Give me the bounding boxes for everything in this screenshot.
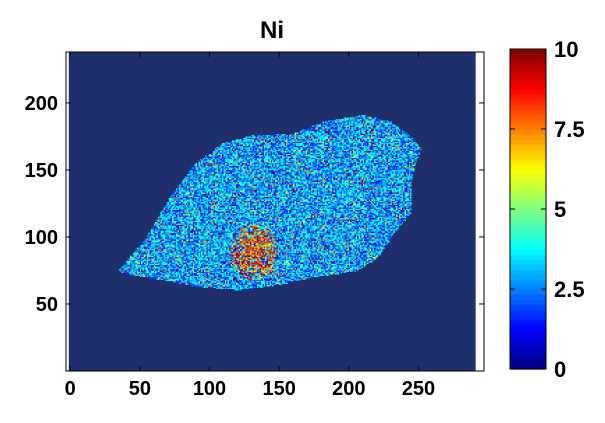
colorbar-band: [510, 364, 546, 370]
colorbar-band: [510, 139, 546, 145]
x-tick-label: 0: [65, 378, 76, 400]
colorbar-tick-label: 2.5: [554, 277, 585, 302]
colorbar-band: [510, 269, 546, 275]
chart-title: Ni: [260, 17, 284, 44]
colorbar-band: [510, 164, 546, 170]
y-tick-label: 50: [36, 294, 58, 316]
y-tick-label: 150: [25, 160, 58, 182]
colorbar-band: [510, 129, 546, 135]
colorbar-band: [510, 344, 546, 350]
colorbar-band: [510, 334, 546, 340]
colorbar-band: [510, 214, 546, 220]
colorbar-band: [510, 264, 546, 270]
map-axes: 0 50 100 150 200 250 50 100 150 200: [25, 51, 485, 400]
colorbar-band: [510, 259, 546, 265]
y-tick-label: 100: [25, 227, 58, 249]
colorbar-tick-label: 10: [554, 37, 578, 62]
colorbar-band: [510, 159, 546, 165]
colorbar-band: [510, 179, 546, 185]
colorbar-band: [510, 274, 546, 280]
colorbar-band: [510, 94, 546, 100]
colorbar-band: [510, 69, 546, 75]
x-tick-label: 150: [262, 378, 295, 400]
colorbar-band: [510, 124, 546, 130]
colorbar-band: [510, 234, 546, 240]
x-tick-label: 200: [332, 378, 365, 400]
colorbar-band: [510, 114, 546, 120]
x-tick-label: 50: [129, 378, 151, 400]
colorbar-band: [510, 339, 546, 345]
colorbar-band: [510, 184, 546, 190]
colorbar-band: [510, 239, 546, 245]
colorbar: 0 2.5 5 7.5 10: [509, 37, 585, 382]
x-tick-label: 100: [193, 378, 226, 400]
colorbar-band: [510, 354, 546, 360]
colorbar-band: [510, 144, 546, 150]
colorbar-band: [510, 119, 546, 125]
colorbar-band: [510, 359, 546, 365]
colorbar-tick-label: 5: [554, 197, 566, 222]
colorbar-band: [510, 309, 546, 315]
colorbar-band: [510, 54, 546, 60]
colorbar-band: [510, 189, 546, 195]
colorbar-band: [510, 79, 546, 85]
colorbar-band: [510, 194, 546, 200]
colorbar-band: [510, 349, 546, 355]
colorbar-band: [510, 279, 546, 285]
plot-frame: [65, 51, 485, 372]
colorbar-band: [510, 324, 546, 330]
colorbar-band: [510, 244, 546, 250]
colorbar-band: [510, 169, 546, 175]
colorbar-band: [510, 99, 546, 105]
y-tick-label: 200: [25, 93, 58, 115]
colorbar-band: [510, 134, 546, 140]
colorbar-band: [510, 84, 546, 90]
colorbar-band: [510, 89, 546, 95]
colorbar-band: [510, 294, 546, 300]
colorbar-tick-label: 7.5: [554, 117, 585, 142]
colorbar-band: [510, 104, 546, 110]
colorbar-band: [510, 174, 546, 180]
colorbar-band: [510, 64, 546, 70]
colorbar-band: [510, 314, 546, 320]
colorbar-band: [510, 304, 546, 310]
colorbar-band: [510, 154, 546, 160]
colorbar-band: [510, 299, 546, 305]
colorbar-band: [510, 319, 546, 325]
colorbar-band: [510, 209, 546, 215]
colorbar-band: [510, 149, 546, 155]
colorbar-tick-label: 0: [554, 357, 566, 382]
colorbar-band: [510, 329, 546, 335]
colorbar-band: [510, 199, 546, 205]
colorbar-band: [510, 284, 546, 290]
x-tick-label: 250: [402, 378, 435, 400]
colorbar-band: [510, 249, 546, 255]
colorbar-band: [510, 109, 546, 115]
colorbar-band: [510, 74, 546, 80]
colorbar-band: [510, 204, 546, 210]
colorbar-band: [510, 224, 546, 230]
colorbar-band: [510, 59, 546, 65]
colorbar-band: [510, 229, 546, 235]
colorbar-band: [510, 254, 546, 260]
colorbar-band: [510, 289, 546, 295]
colorbar-band: [510, 49, 546, 55]
sample-heatmap: [68, 52, 476, 371]
colorbar-band: [510, 219, 546, 225]
